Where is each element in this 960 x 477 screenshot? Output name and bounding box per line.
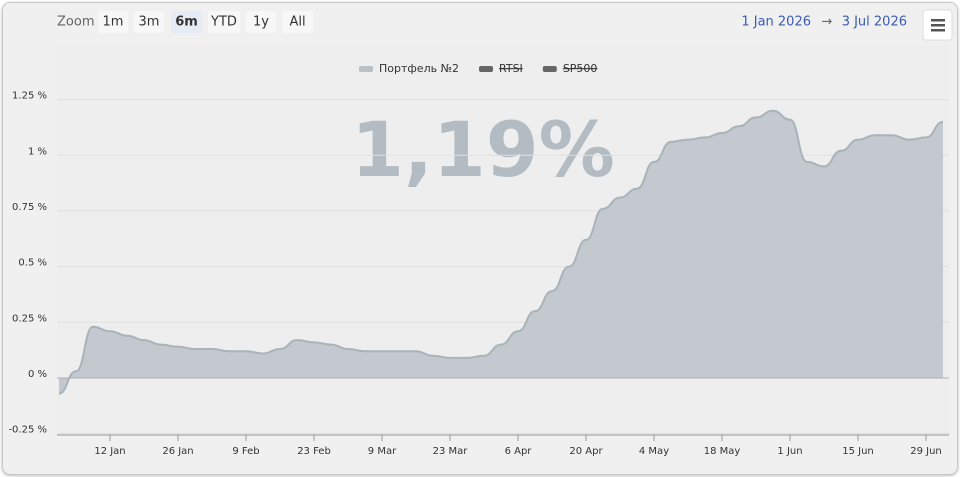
range-button[interactable] <box>246 11 276 33</box>
range-button[interactable] <box>98 11 128 33</box>
x-tick-label: 20 Apr <box>569 446 603 457</box>
legend-label[interactable]: Портфель №2 <box>379 62 459 75</box>
legend-label[interactable]: RTSI <box>499 62 523 75</box>
legend-symbol <box>542 66 557 72</box>
x-tick-label: 4 May <box>639 446 669 457</box>
range-button[interactable] <box>282 11 313 33</box>
date-to[interactable]: 3 Jul 2026 <box>842 15 907 30</box>
y-tick-label: 0.5 % <box>18 258 47 269</box>
y-tick-label: 0.25 % <box>12 313 47 324</box>
range-button-label[interactable]: 6m <box>175 15 198 30</box>
y-tick-label: 1.25 % <box>12 91 47 102</box>
x-tick-label: 9 Mar <box>368 446 397 457</box>
x-tick-label: 15 Jun <box>842 446 874 457</box>
range-button[interactable] <box>134 11 164 33</box>
x-tick-label: 26 Jan <box>162 446 193 457</box>
annotation: 1,19% <box>351 105 615 194</box>
range-button-label[interactable]: 1m <box>103 15 124 30</box>
legend-symbol <box>479 66 494 72</box>
legend: Портфель №2 RTSI SP500 <box>359 62 597 75</box>
x-tick-label: 12 Jan <box>94 446 125 457</box>
x-tick-label: 29 Jun <box>910 446 942 457</box>
zoom-label: Zoom <box>57 15 94 30</box>
y-tick-label: 0.75 % <box>12 202 47 213</box>
date-from[interactable]: 1 Jan 2026 <box>741 15 811 30</box>
area-line <box>58 109 944 395</box>
x-tick-label: 23 Mar <box>433 446 469 457</box>
y-tick-label: 1 % <box>28 146 47 157</box>
menu-bar <box>931 24 945 27</box>
date-separator: → <box>822 15 833 30</box>
menu-bar <box>931 29 945 32</box>
range-button-label[interactable]: 3m <box>139 15 160 30</box>
range-button[interactable] <box>171 11 202 33</box>
range-button-label[interactable]: YTD <box>210 15 237 30</box>
x-tick-label: 6 Apr <box>505 446 533 457</box>
range-button-label[interactable]: 1y <box>253 15 269 30</box>
x-tick-label: 1 Jun <box>777 446 802 457</box>
menu-button[interactable] <box>922 9 953 41</box>
x-tick-label: 9 Feb <box>232 446 259 457</box>
menu-bar <box>931 19 945 22</box>
area-fill <box>59 110 943 394</box>
range-button[interactable] <box>208 11 240 33</box>
legend-label[interactable]: SP500 <box>563 62 598 75</box>
chart: 1,19% -0.25 % 0 % 0.25 % 0.5 % 0.75 % 1 % 1.25… <box>8 9 953 457</box>
x-tick-label: 23 Feb <box>297 446 331 457</box>
y-tick-label: 0 % <box>28 369 47 380</box>
y-tick-label: -0.25 % <box>8 425 47 436</box>
range-button-label[interactable]: All <box>289 15 305 30</box>
legend-symbol <box>359 66 373 72</box>
x-tick-label: 18 May <box>704 446 741 457</box>
